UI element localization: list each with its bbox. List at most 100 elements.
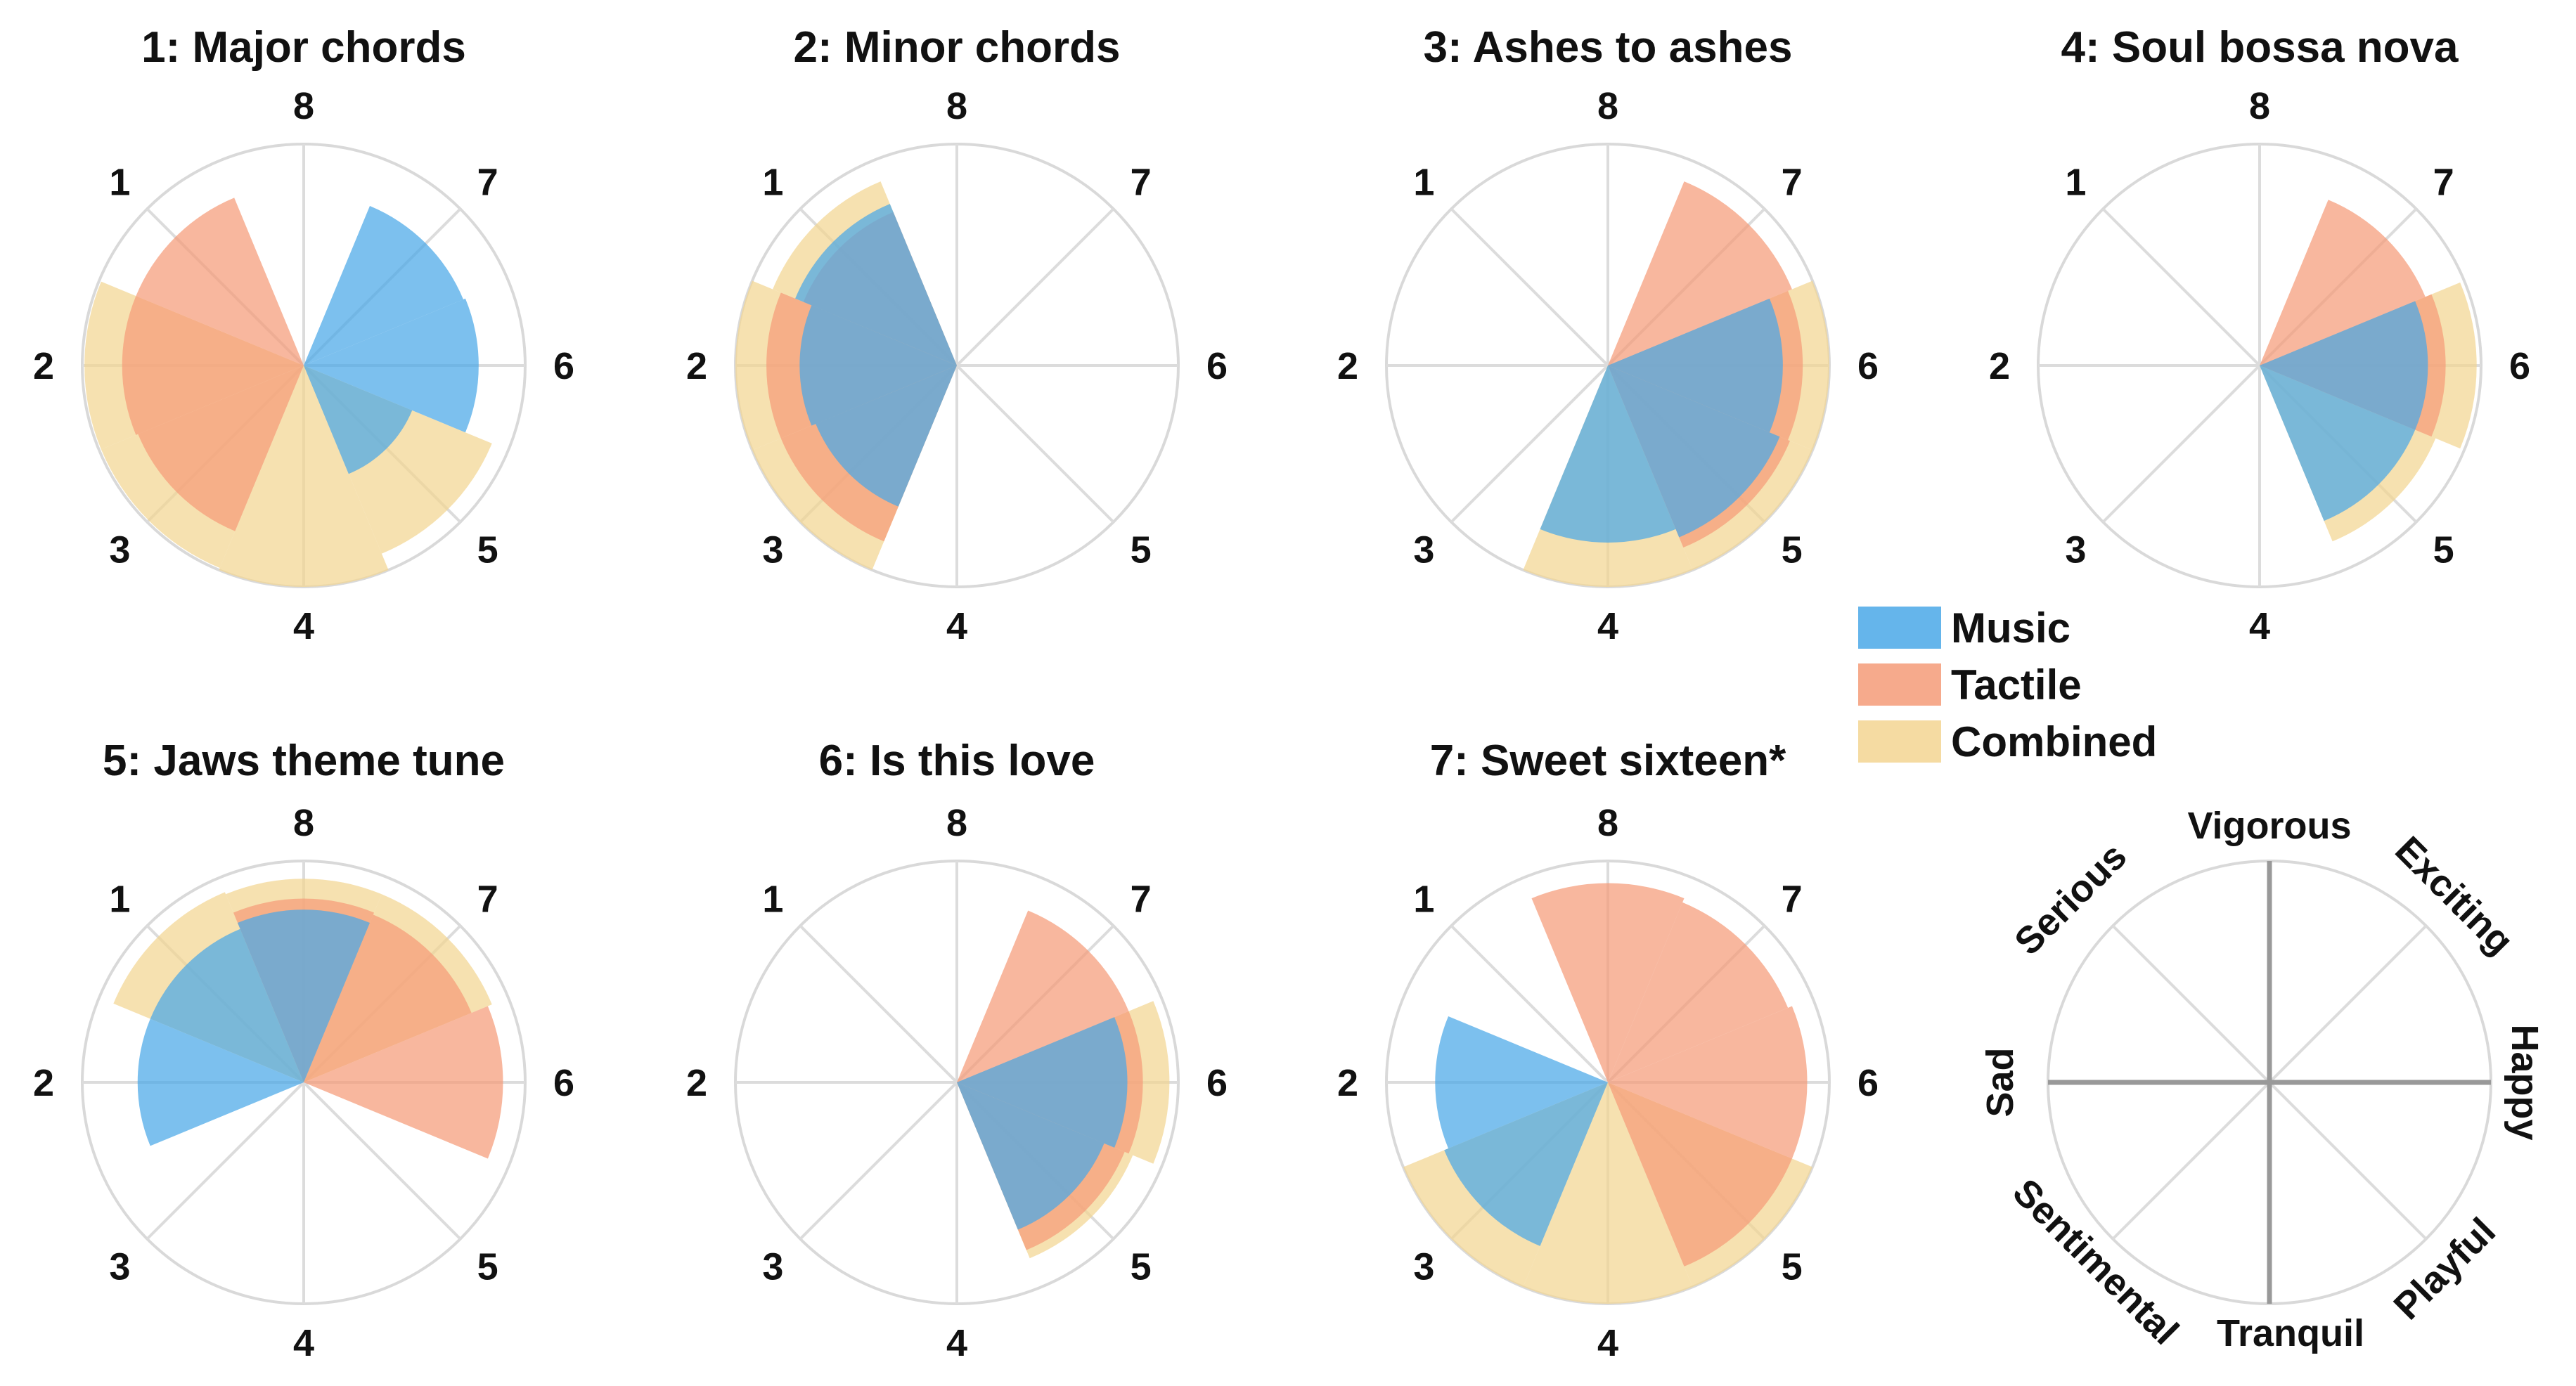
direction-label-2: 2 — [1337, 345, 1358, 387]
panel-title-6: 6: Is this love — [819, 737, 1095, 785]
key-label-serious: Serious — [2007, 835, 2134, 963]
direction-label-5: 5 — [1782, 529, 1803, 571]
key-label-sentimental: Sentimental — [2004, 1171, 2187, 1353]
music-wedge-dir-2 — [137, 1018, 304, 1146]
direction-label-2: 2 — [1337, 1062, 1358, 1104]
direction-label-3: 3 — [762, 529, 783, 571]
music-wedge-dir-5 — [304, 365, 413, 474]
legend-label-combined: Combined — [1951, 718, 2157, 765]
key-label-happy: Happy — [2504, 1024, 2546, 1140]
key-label-sad: Sad — [1979, 1047, 2021, 1117]
rose-panel-3: 1 2 3 4 5 6 7 8 — [1337, 85, 1879, 647]
tactile-wedge-dir-7 — [2260, 200, 2426, 365]
key-label-playful: Playful — [2385, 1210, 2504, 1328]
music-wedge-dir-6 — [1608, 298, 1783, 433]
combined-wedge-dir-4 — [219, 365, 389, 587]
direction-label-5: 5 — [1782, 1246, 1803, 1288]
rose-panel-7: 1 2 3 4 5 6 7 8 — [1337, 802, 1879, 1364]
direction-label-7: 7 — [477, 878, 498, 920]
direction-label-3: 3 — [109, 1246, 130, 1288]
direction-label-3: 3 — [1413, 529, 1434, 571]
key-label-tranquil: Tranquil — [2217, 1312, 2364, 1354]
music-wedge-dir-3 — [1444, 1082, 1608, 1246]
music-wedge-dir-8 — [237, 909, 371, 1082]
direction-label-1: 1 — [109, 161, 130, 203]
direction-label-7: 7 — [1782, 161, 1803, 203]
direction-label-5: 5 — [1131, 529, 1152, 571]
direction-label-5: 5 — [477, 1246, 498, 1288]
direction-label-7: 7 — [2433, 161, 2454, 203]
rose-panel-4: 1 2 3 4 5 6 7 8 — [1989, 85, 2530, 647]
direction-label-1: 1 — [762, 878, 783, 920]
key-label-exciting: Exciting — [2387, 829, 2521, 963]
direction-label-1: 1 — [109, 878, 130, 920]
rose-panel-1: 1 2 3 4 5 6 7 8 — [33, 85, 574, 647]
direction-label-8: 8 — [2249, 85, 2270, 127]
direction-label-8: 8 — [293, 802, 314, 844]
direction-label-3: 3 — [109, 529, 130, 571]
panel-title-3: 3: Ashes to ashes — [1424, 23, 1793, 72]
music-wedge-dir-1 — [795, 204, 957, 365]
legend-swatch-tactile — [1858, 663, 1941, 706]
music-wedge-dir-5 — [1608, 365, 1780, 538]
direction-label-3: 3 — [1413, 1246, 1434, 1288]
key-label-vigorous: Vigorous — [2187, 805, 2351, 847]
direction-label-6: 6 — [553, 1062, 574, 1104]
legend: Music Tactile Combined — [1858, 604, 2157, 765]
direction-label-4: 4 — [293, 1322, 314, 1364]
direction-label-4: 4 — [1597, 605, 1618, 647]
tactile-wedge-dir-8 — [1531, 883, 1685, 1082]
direction-label-7: 7 — [1131, 878, 1152, 920]
music-wedge-dir-4 — [1540, 365, 1676, 543]
direction-label-4: 4 — [946, 1322, 967, 1364]
music-wedge-dir-2 — [799, 305, 957, 426]
direction-label-6: 6 — [1206, 1062, 1228, 1104]
direction-label-7: 7 — [1131, 161, 1152, 203]
legend-swatch-combined — [1858, 720, 1941, 763]
tactile-wedge-dir-7 — [1608, 902, 1789, 1082]
direction-label-2: 2 — [686, 345, 707, 387]
direction-label-8: 8 — [946, 802, 967, 844]
panel-title-2: 2: Minor chords — [793, 23, 1120, 72]
direction-label-3: 3 — [762, 1246, 783, 1288]
legend-label-music: Music — [1951, 604, 2071, 652]
rose-panel-6: 1 2 3 4 5 6 7 8 — [686, 802, 1228, 1364]
direction-label-5: 5 — [477, 529, 498, 571]
direction-label-6: 6 — [553, 345, 574, 387]
direction-label-4: 4 — [1597, 1322, 1618, 1364]
tactile-wedge-dir-5 — [1608, 1082, 1792, 1267]
direction-label-7: 7 — [477, 161, 498, 203]
direction-label-8: 8 — [946, 85, 967, 127]
music-wedge-dir-3 — [816, 365, 957, 507]
music-wedge-dir-6 — [2260, 301, 2428, 430]
direction-label-8: 8 — [1597, 802, 1618, 844]
direction-label-7: 7 — [1782, 878, 1803, 920]
rose-panel-5: 1 2 3 4 5 6 7 8 — [33, 802, 574, 1364]
direction-label-8: 8 — [293, 85, 314, 127]
music-wedge-dir-2 — [1435, 1016, 1608, 1149]
direction-label-6: 6 — [1857, 345, 1879, 387]
direction-label-1: 1 — [762, 161, 783, 203]
direction-label-1: 1 — [1413, 878, 1434, 920]
music-wedge-dir-5 — [957, 1082, 1105, 1230]
music-wedge-dir-5 — [2260, 365, 2416, 522]
tactile-wedge-dir-3 — [138, 365, 304, 531]
tactile-wedge-dir-7 — [304, 914, 472, 1082]
combined-wedge-dir-4 — [1523, 1082, 1693, 1304]
direction-label-3: 3 — [2065, 529, 2086, 571]
direction-label-2: 2 — [1989, 345, 2010, 387]
legend-label-tactile: Tactile — [1951, 661, 2082, 708]
rose-panel-2: 1 2 3 4 5 6 7 8 — [686, 85, 1228, 647]
panel-title-1: 1: Major chords — [141, 23, 466, 72]
tactile-wedge-dir-7 — [957, 910, 1129, 1082]
music-wedge-dir-1 — [150, 928, 304, 1082]
tactile-wedge-dir-2 — [122, 296, 304, 435]
direction-label-8: 8 — [1597, 85, 1618, 127]
panel-title-7: 7: Sweet sixteen* — [1430, 737, 1786, 785]
rose-plots: 1 2 3 4 5 6 7 8 1 2 3 4 5 6 7 8 1 2 3 4 5 6 7 8 1 2 3 4 5 6 7 8 1 2 3 4 5 6 7 8… — [33, 85, 2530, 1364]
music-wedge-dir-7 — [304, 206, 463, 365]
panel-title-5: 5: Jaws theme tune — [103, 737, 505, 785]
direction-label-2: 2 — [33, 1062, 54, 1104]
direction-label-2: 2 — [33, 345, 54, 387]
